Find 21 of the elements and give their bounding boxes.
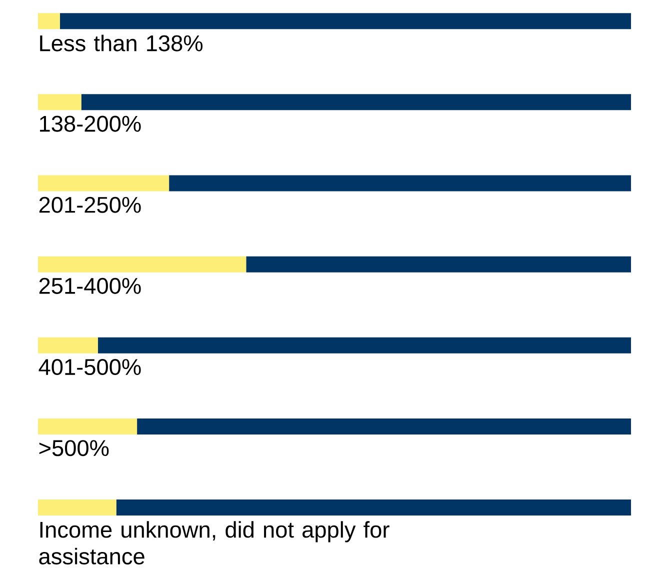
y-tick-label: 251-400% (39, 278, 141, 294)
bar (98, 337, 631, 354)
bar (246, 256, 631, 272)
bar (60, 13, 631, 30)
bar (81, 94, 631, 110)
bar (38, 175, 170, 192)
y-tick-label: 201-250% (39, 196, 141, 213)
bar (38, 337, 98, 354)
bar (169, 175, 631, 192)
y-tick-label: 401-500% (38, 358, 141, 376)
bar (137, 418, 631, 434)
bar (38, 256, 246, 272)
y-tick-label: 138-200% (40, 116, 141, 132)
y-tick-label: Income unknown, did not apply for assistance (39, 521, 390, 564)
bar (38, 94, 82, 110)
y-tick-label: >500% (39, 440, 109, 456)
bar (116, 500, 631, 516)
bar (38, 418, 138, 434)
bar (38, 500, 116, 516)
bar (38, 13, 60, 30)
y-tick-label: Less than 138% (40, 34, 202, 52)
